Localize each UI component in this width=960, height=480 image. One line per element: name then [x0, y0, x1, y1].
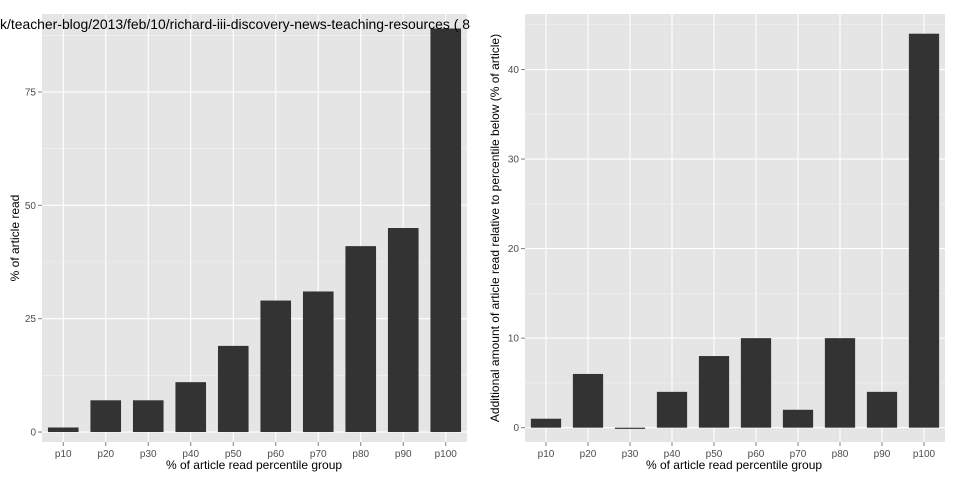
right-x-tick-label: p40 [664, 449, 681, 460]
left-x-tick-label: p40 [182, 449, 199, 460]
left-y-axis-title: % of article read [8, 195, 22, 282]
right-bar-p80 [824, 338, 856, 428]
left-y-tick-label: 25 [25, 314, 37, 325]
left-bar-p40 [175, 382, 207, 433]
right-x-tick-label: p100 [913, 449, 936, 460]
left-chart-group: 0 25 50 75 p10 p20 p30 p40 p50 p60 p70 p80 p90 p100 % … [0, 14, 470, 472]
right-x-tick-label: p30 [622, 449, 639, 460]
left-bar-p100 [430, 28, 462, 433]
right-x-tick-label: p20 [580, 449, 597, 460]
right-y-tick-label: 10 [508, 334, 520, 345]
right-bar-p20 [572, 373, 604, 428]
right-x-tick-label: p90 [874, 449, 891, 460]
left-bar-p30 [132, 400, 164, 433]
right-y-axis-title: Additional amount of article read relati… [488, 34, 502, 422]
right-x-tick-label: p70 [790, 449, 807, 460]
right-y-tick-label: 30 [508, 155, 520, 166]
right-x-axis-title: % of article read percentile group [646, 458, 822, 472]
left-bar-p20 [90, 400, 122, 433]
right-plot-panel [525, 14, 945, 442]
right-bar-p10 [530, 418, 562, 428]
left-x-tick-label: p60 [267, 449, 284, 460]
left-bar-p90 [387, 228, 419, 433]
left-x-axis-title: % of article read percentile group [166, 458, 342, 472]
left-y-tick-label: 75 [25, 87, 37, 98]
right-chart-group: 0 10 20 30 40 p10 p20 p30 p40 p50 p60 p70 p80 p90 p100… [488, 14, 945, 472]
right-bar-p90 [866, 391, 898, 428]
right-y-tick-label: 0 [513, 423, 519, 434]
left-x-tick-label: p70 [310, 449, 327, 460]
right-x-tick-label: p60 [748, 449, 765, 460]
left-y-tick-label: 0 [30, 428, 36, 439]
left-bar-p60 [260, 300, 292, 433]
right-x-tick-label: p80 [832, 449, 849, 460]
left-x-tick-label: p20 [97, 449, 114, 460]
right-bar-p60 [740, 338, 772, 428]
left-bar-p50 [217, 345, 249, 433]
right-bar-p70 [782, 409, 814, 428]
right-y-tick-label: 40 [508, 65, 520, 76]
right-bar-p40 [656, 391, 688, 428]
right-x-tick-label: p10 [538, 449, 555, 460]
right-bar-p30 [614, 427, 646, 429]
right-x-tick-label: p50 [706, 449, 723, 460]
left-x-tick-label: p50 [225, 449, 242, 460]
left-x-tick-label: p100 [435, 449, 458, 460]
left-x-tick-label: p30 [140, 449, 157, 460]
left-plot-title: k/teacher-blog/2013/feb/10/richard-iii-d… [0, 16, 470, 32]
right-y-tick-label: 20 [508, 244, 520, 255]
right-bar-p100 [908, 33, 940, 428]
left-bar-p10 [47, 427, 79, 433]
left-x-tick-label: p10 [55, 449, 72, 460]
left-y-tick-label: 50 [25, 201, 37, 212]
left-bar-p70 [302, 291, 334, 433]
left-x-tick-label: p80 [352, 449, 369, 460]
left-x-tick-label: p90 [395, 449, 412, 460]
right-bar-p50 [698, 356, 730, 428]
left-bar-p80 [345, 246, 377, 433]
